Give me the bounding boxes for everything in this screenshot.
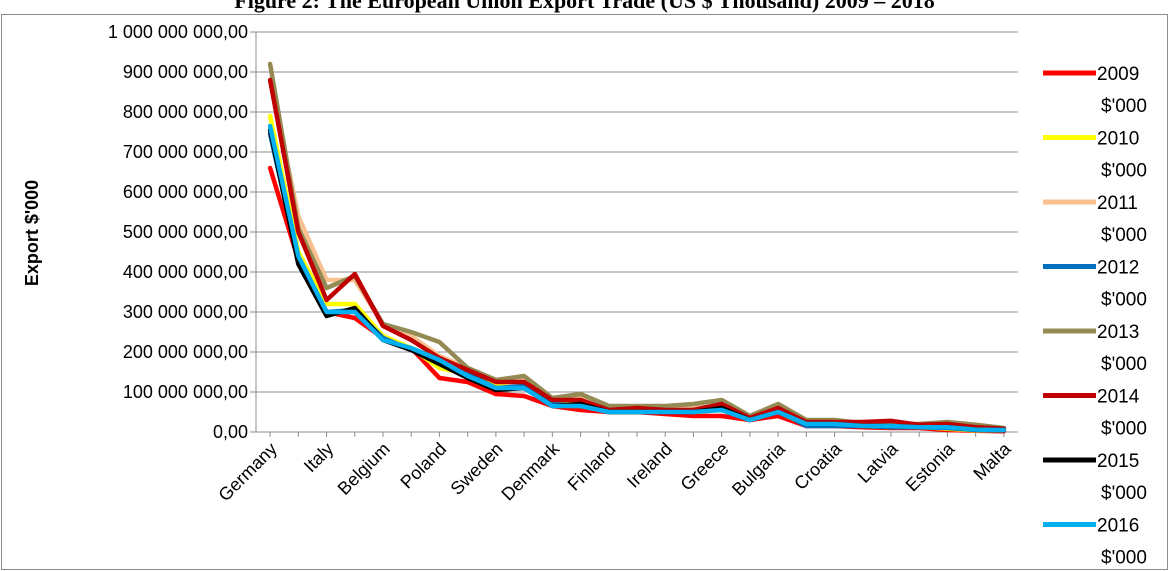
chart-title: Figure 2: The European Union Export Trad… [234,0,935,13]
legend-unit: $'000 [1101,419,1147,440]
y-axis-ticks: 0,00 100 000 000,00 200 000 000,00 300 000 … [108,22,248,442]
legend-label: 2009 [1097,64,1139,85]
x-tick-label: Bulgaria [728,438,790,500]
x-tick-label: Finland [564,439,620,495]
series-line-2016 [267,123,1007,433]
legend-label: 2014 [1097,387,1140,408]
y-tick-label: 800 000 000,00 [123,102,248,122]
legend-label: 2012 [1097,258,1139,279]
y-tick-label: 400 000 000,00 [123,262,248,282]
x-tick-label: Estonia [902,438,959,495]
x-tick-label: Denmark [497,438,563,504]
y-tick-label: 600 000 000,00 [123,182,248,202]
legend-unit: $'000 [1101,483,1147,504]
legend-unit: $'000 [1101,354,1147,375]
chart-border [1,14,1168,570]
gridlines [250,31,1018,433]
y-tick-label: 100 000 000,00 [123,382,248,402]
y-tick-label: 700 000 000,00 [123,142,248,162]
y-tick-label: 300 000 000,00 [123,302,248,322]
y-tick-label: 1 000 000 000,00 [108,22,248,42]
y-tick-label: 500 000 000,00 [123,222,248,242]
x-tick-label: Malta [969,438,1015,484]
x-tick-label: Germany [214,439,280,505]
legend-unit: $'000 [1101,225,1147,246]
x-tick-label: Latvia [854,438,903,487]
series-line-2012 [267,131,1007,433]
x-tick-label: Belgium [334,439,394,499]
x-tick-label: Greece [677,439,733,495]
x-tick-label: Poland [396,439,450,493]
legend-unit: $'000 [1101,161,1147,182]
series-line-2015 [267,127,1007,433]
legend-label: 2016 [1097,516,1139,537]
series-lines [267,61,1007,434]
series-line-2014 [267,77,1007,432]
y-axis-label: Export $'000 [22,180,42,286]
legend-unit: $'000 [1101,548,1147,569]
legend-label: 2013 [1097,322,1139,343]
y-tick-label: 0,00 [213,422,248,442]
y-tick-label: 200 000 000,00 [123,342,248,362]
x-tick-label: Croatia [790,438,846,494]
legend-label: 2011 [1097,193,1138,214]
legend-unit: $'000 [1101,290,1147,311]
x-tick-label: Ireland [623,439,676,492]
legend-label: 2015 [1097,451,1139,472]
legend-unit: $'000 [1101,96,1147,117]
x-tick-label: Italy [300,439,337,476]
series-line-2010 [267,113,1007,433]
y-tick-label: 900 000 000,00 [123,62,248,82]
legend-label: 2010 [1097,129,1139,150]
series-line-2011 [267,77,1007,433]
series-line-2013 [267,61,1007,431]
legend: 2009 $'000 2010 $'000 2011 $'000 2012 $'000 2013… [1043,64,1147,569]
